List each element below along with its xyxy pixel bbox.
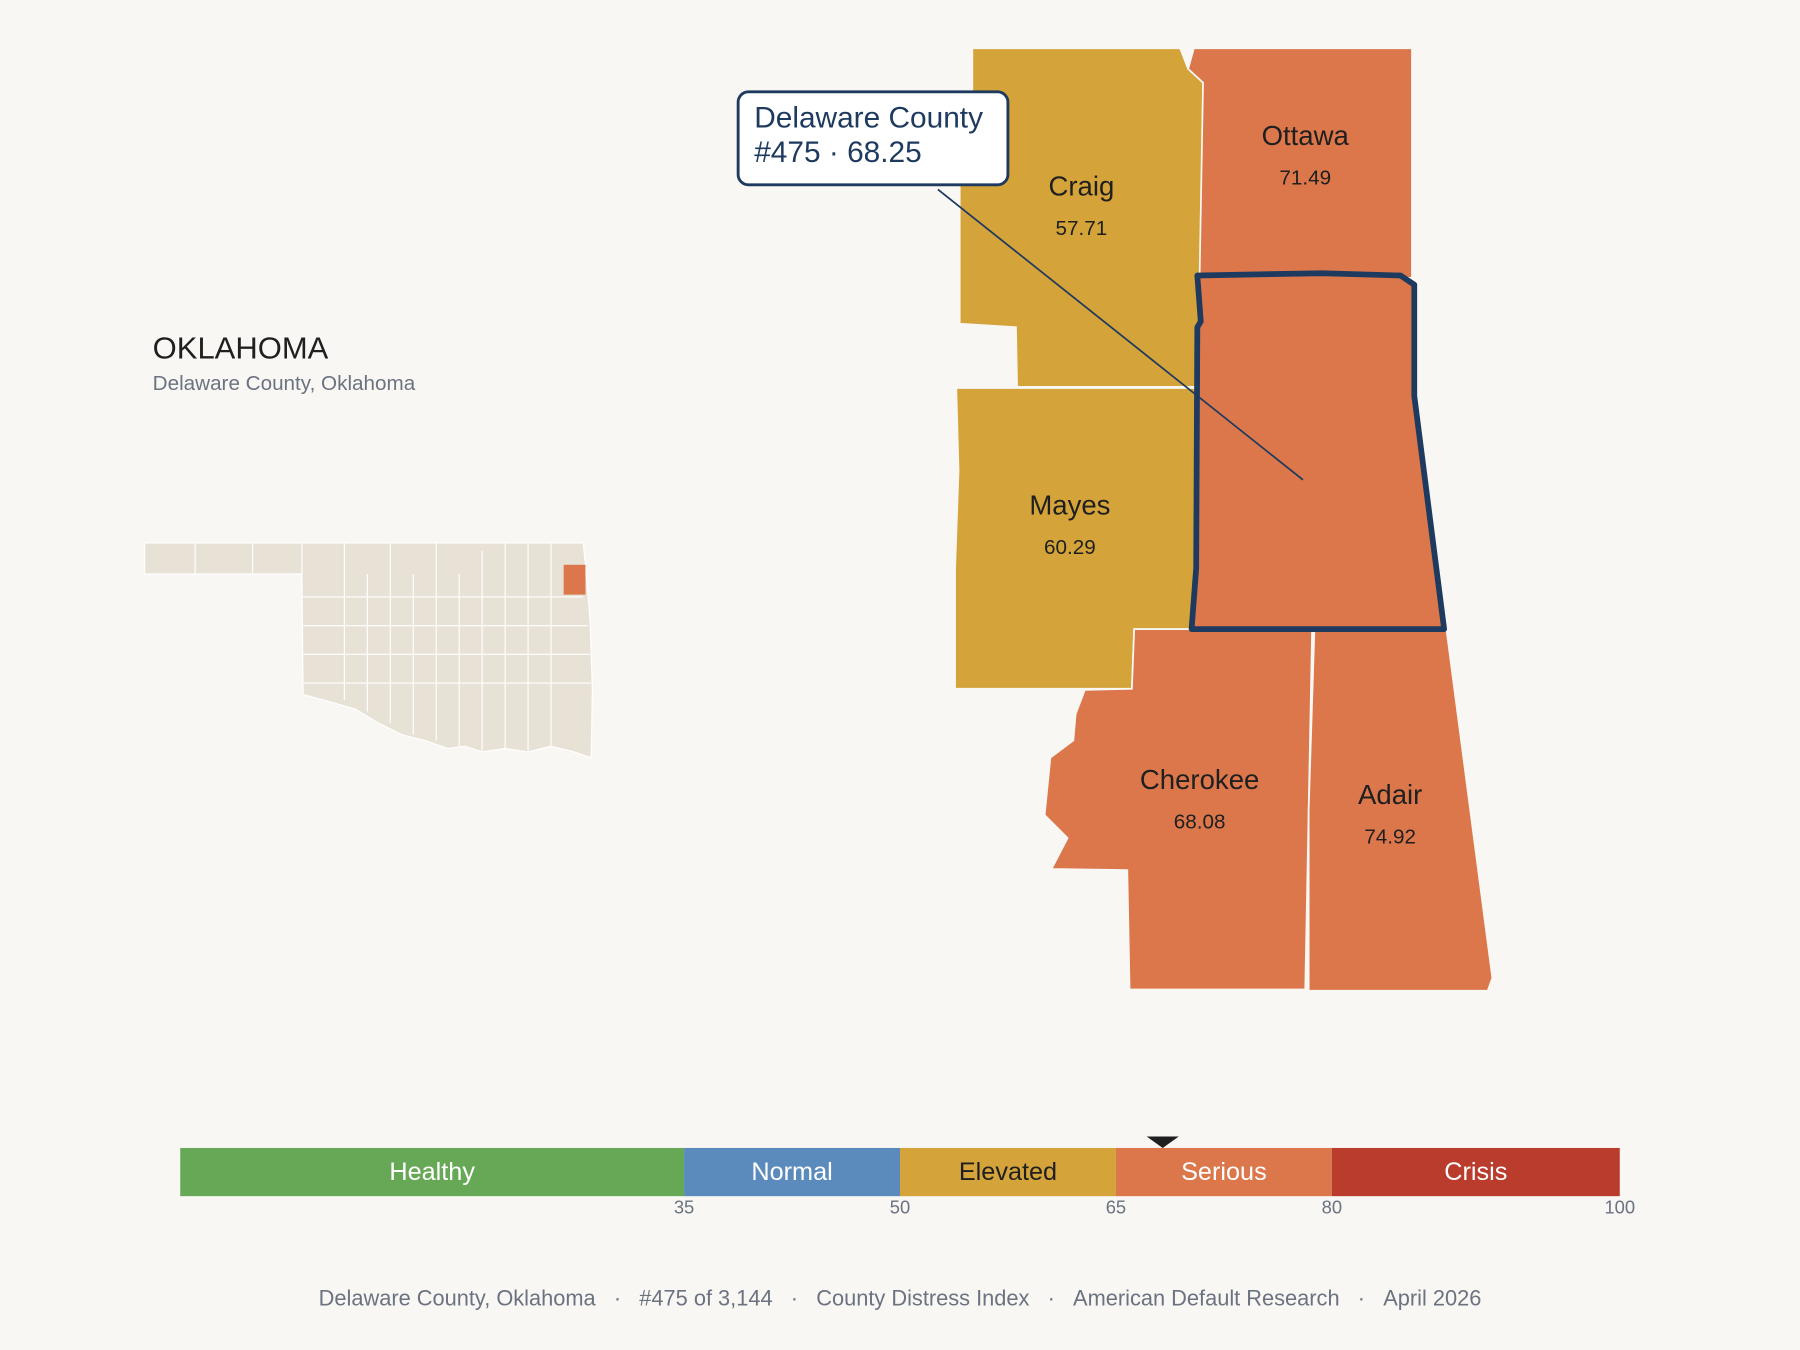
callout-rank: #475 <box>754 136 820 169</box>
county-score: 60.29 <box>1044 536 1096 559</box>
footer-item: American Default Research <box>1073 1285 1340 1310</box>
scale-tick-label: 80 <box>1322 1197 1342 1218</box>
band-label: Serious <box>1181 1158 1267 1186</box>
band-label: Healthy <box>389 1158 475 1186</box>
footer-separator: · <box>1029 1285 1073 1310</box>
footer-item: County Distress Index <box>816 1285 1029 1310</box>
band-label: Elevated <box>959 1158 1057 1186</box>
scale-band <box>900 1147 1116 1197</box>
highlighted-county <box>563 564 586 595</box>
state-title: OKLAHOMA <box>153 330 329 365</box>
footer-separator: · <box>1340 1285 1384 1310</box>
county-score: 57.71 <box>1056 217 1108 240</box>
county-score: 71.49 <box>1279 167 1331 190</box>
scale-band <box>1115 1147 1332 1197</box>
callout-separator: · <box>829 136 839 169</box>
county <box>1043 628 1313 991</box>
county-score: 68.08 <box>1174 811 1226 834</box>
footer: Delaware County, Oklahoma · #475 of 3,14… <box>319 1285 1482 1310</box>
county-lines <box>194 542 592 752</box>
callout-box <box>736 90 1010 187</box>
county-name: Adair <box>1358 779 1422 810</box>
scale-band <box>1331 1147 1620 1197</box>
scale-tick-label: 100 <box>1604 1197 1635 1218</box>
footer-separator: · <box>596 1285 640 1310</box>
county-name: Craig <box>1048 171 1114 202</box>
callout-leader <box>937 188 1304 481</box>
footer-separator: · <box>773 1285 817 1310</box>
county-name: Cherokee <box>1140 764 1259 795</box>
footer-item: Delaware County, Oklahoma <box>319 1285 597 1310</box>
scale-band <box>684 1147 900 1197</box>
county-name: Mayes <box>1029 490 1110 521</box>
scale-tick-label: 35 <box>674 1197 694 1218</box>
callout-name: Delaware County <box>754 101 983 134</box>
footer-item: #475 of 3,144 <box>639 1285 772 1310</box>
footer-item: April 2026 <box>1383 1285 1481 1310</box>
subtitle: Delaware County, Oklahoma <box>153 372 416 395</box>
county-name: Ottawa <box>1262 120 1350 151</box>
state-inset <box>144 542 593 759</box>
selected-county <box>1188 270 1448 632</box>
scale-band <box>180 1147 685 1197</box>
score-marker <box>1146 1136 1179 1148</box>
band-label: Normal <box>751 1158 832 1186</box>
band-label: Crisis <box>1444 1158 1507 1186</box>
county-score: 74.92 <box>1364 825 1416 848</box>
counties: Craig 57.71 Ottawa 71.49 Mayes 60.29 Cherokee 6… <box>954 47 1494 992</box>
scale-tick-label: 65 <box>1106 1197 1126 1218</box>
county <box>1187 47 1413 279</box>
scale-tick-label: 50 <box>890 1197 910 1218</box>
callout-score: 68.25 <box>847 136 922 169</box>
distress-scale: Healthy Normal Elevated Serious Crisis 35 50 65… <box>180 1136 1635 1218</box>
callout-line: #475 · 68.25 <box>754 136 922 169</box>
